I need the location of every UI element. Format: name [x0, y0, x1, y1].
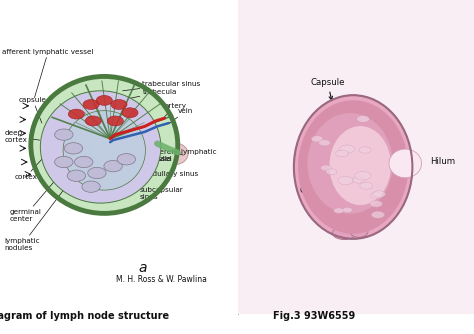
Ellipse shape — [107, 116, 123, 126]
Text: deep
cortex: deep cortex — [5, 131, 40, 143]
Ellipse shape — [294, 95, 412, 239]
Ellipse shape — [353, 177, 365, 183]
Ellipse shape — [389, 149, 421, 178]
Ellipse shape — [350, 226, 368, 237]
Text: efferent lymphatic
vessel: efferent lymphatic vessel — [150, 149, 217, 162]
Text: Fig.3 93W6559: Fig.3 93W6559 — [273, 311, 355, 321]
Ellipse shape — [298, 100, 408, 234]
Ellipse shape — [359, 147, 371, 153]
Ellipse shape — [63, 111, 146, 190]
Ellipse shape — [74, 156, 93, 168]
Ellipse shape — [370, 200, 383, 207]
Ellipse shape — [64, 143, 82, 154]
Ellipse shape — [82, 181, 100, 192]
Text: medulla: medulla — [126, 155, 172, 162]
Ellipse shape — [355, 171, 371, 180]
Text: cortex: cortex — [14, 159, 42, 180]
Text: trabecular sinus: trabecular sinus — [123, 81, 201, 91]
Ellipse shape — [122, 108, 138, 118]
Ellipse shape — [321, 165, 332, 171]
Ellipse shape — [160, 143, 188, 165]
Text: Fig.2 Diagram of lymph node structure: Fig.2 Diagram of lymph node structure — [0, 311, 169, 321]
Text: Medulla: Medulla — [347, 146, 381, 155]
Text: lymphatic
nodules: lymphatic nodules — [5, 185, 67, 251]
Text: a: a — [138, 261, 146, 275]
Text: capsule: capsule — [19, 97, 47, 123]
Ellipse shape — [40, 91, 161, 203]
Text: medullary sinus: medullary sinus — [132, 171, 198, 177]
Text: Capsule: Capsule — [310, 77, 345, 100]
Ellipse shape — [117, 154, 136, 165]
Ellipse shape — [83, 100, 99, 110]
Ellipse shape — [370, 193, 382, 199]
Text: Cortex: Cortex — [300, 186, 328, 195]
Ellipse shape — [373, 191, 386, 197]
Ellipse shape — [360, 182, 373, 189]
Ellipse shape — [357, 116, 369, 122]
Ellipse shape — [308, 113, 393, 214]
Ellipse shape — [68, 109, 84, 119]
Ellipse shape — [338, 176, 353, 185]
Ellipse shape — [311, 136, 323, 142]
Ellipse shape — [334, 208, 344, 213]
Text: M. H. Ross & W. Pawlina: M. H. Ross & W. Pawlina — [116, 275, 207, 284]
Ellipse shape — [332, 226, 356, 239]
Ellipse shape — [96, 96, 112, 105]
Ellipse shape — [55, 156, 73, 168]
Ellipse shape — [326, 169, 337, 175]
Ellipse shape — [55, 129, 73, 140]
Ellipse shape — [85, 116, 101, 126]
Bar — [238, 0, 474, 314]
Ellipse shape — [88, 167, 106, 179]
Text: vein: vein — [169, 108, 193, 124]
Ellipse shape — [67, 170, 85, 181]
Ellipse shape — [371, 211, 384, 218]
Ellipse shape — [319, 140, 330, 146]
Text: Deep
Cortex: Deep Cortex — [312, 134, 341, 154]
Text: trabecula: trabecula — [126, 89, 177, 99]
Text: Hilum: Hilum — [430, 157, 456, 166]
Ellipse shape — [336, 150, 348, 157]
Text: artery: artery — [164, 103, 187, 117]
Text: germinal
center: germinal center — [9, 167, 66, 222]
Ellipse shape — [339, 145, 355, 153]
Text: subcapsular
sinus: subcapsular sinus — [130, 187, 183, 200]
Ellipse shape — [104, 160, 122, 172]
Ellipse shape — [329, 126, 391, 205]
Text: afferent lymphatic vessel: afferent lymphatic vessel — [2, 49, 94, 98]
Ellipse shape — [342, 207, 352, 213]
Ellipse shape — [111, 100, 127, 110]
Ellipse shape — [31, 76, 178, 213]
